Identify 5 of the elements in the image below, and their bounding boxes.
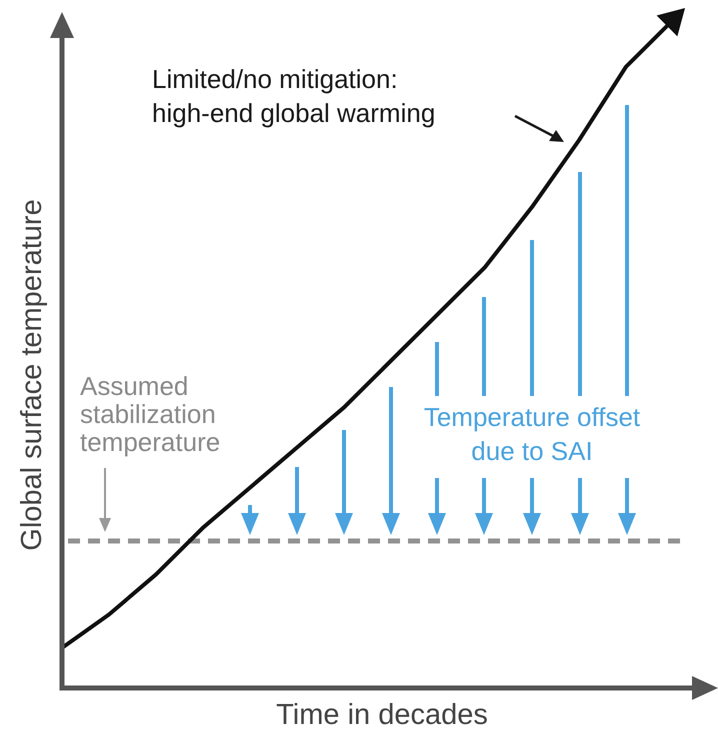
annotation: Temperature offset due to SAI <box>424 402 641 466</box>
x-axis-title: Time in decades <box>276 699 488 731</box>
ref-line-label: Assumed stabilization temperature <box>80 371 220 457</box>
y-axis-title: Global surface temperature <box>16 199 48 551</box>
annotation: Limited/no mitigation: high-end global warming <box>152 64 436 128</box>
